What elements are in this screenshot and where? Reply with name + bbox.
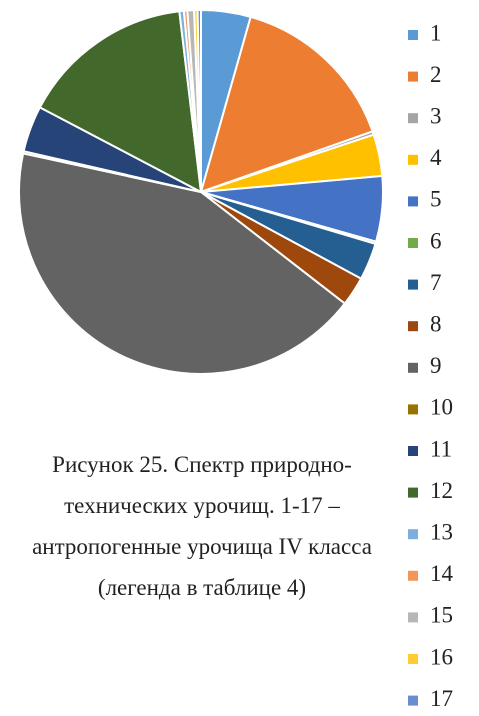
- legend-swatch: [408, 404, 418, 415]
- legend-swatch: [408, 279, 418, 290]
- legend-label: 11: [430, 436, 452, 461]
- legend-label: 1: [430, 20, 442, 45]
- legend-swatch: [408, 695, 418, 706]
- legend-swatch: [408, 487, 418, 498]
- pie-slice: [38, 10, 203, 194]
- legend-label: 8: [430, 311, 442, 336]
- legend-label: 3: [430, 103, 442, 128]
- legend-swatch: [408, 113, 418, 124]
- legend-label: 13: [430, 519, 453, 544]
- legend-label: 17: [430, 686, 453, 711]
- legend-label: 15: [430, 603, 453, 628]
- pie-slice: [18, 152, 347, 375]
- legend-label: 9: [430, 353, 442, 378]
- legend-swatch: [408, 570, 418, 581]
- legend-swatch: [408, 238, 418, 248]
- legend-swatch: [408, 654, 418, 664]
- pie-slice: [199, 15, 374, 194]
- legend-label: 2: [430, 62, 442, 87]
- legend-swatch: [408, 30, 418, 40]
- legend-label: 7: [430, 270, 442, 295]
- legend-swatch: [408, 196, 418, 207]
- legend-label: 16: [430, 644, 453, 669]
- legend-label: 10: [430, 395, 453, 420]
- legend-label: 5: [430, 187, 442, 212]
- legend-swatch: [408, 612, 418, 623]
- legend-swatch: [408, 529, 418, 540]
- legend-label: 14: [430, 561, 454, 586]
- pie-slice: [196, 8, 202, 193]
- legend-label: 12: [430, 478, 453, 503]
- legend-swatch: [408, 446, 418, 456]
- legend-swatch: [408, 321, 418, 332]
- legend-label: 4: [430, 145, 442, 170]
- legend-swatch: [408, 154, 418, 165]
- legend-swatch: [408, 71, 418, 82]
- legend-swatch: [408, 362, 418, 373]
- chart-title: Рисунок 25. Спектр природно-технических …: [32, 452, 372, 600]
- legend-label: 6: [430, 228, 442, 253]
